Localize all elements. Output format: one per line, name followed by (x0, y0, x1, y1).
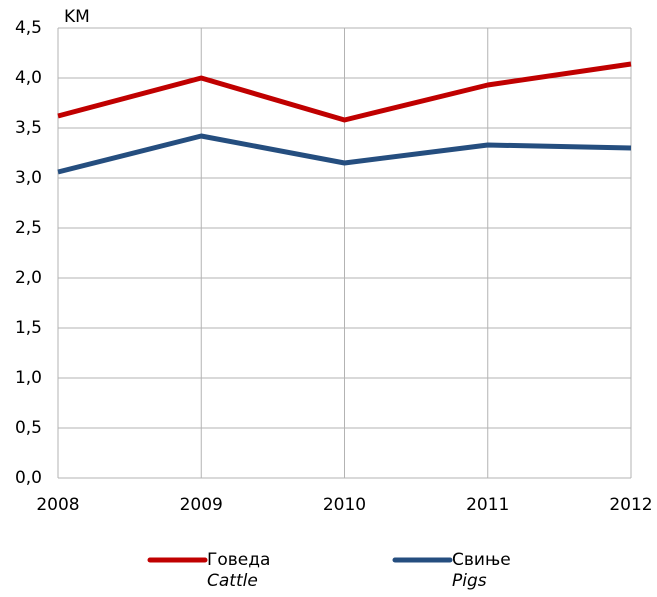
series-line (57, 61, 632, 123)
y-tick-label: 2,5 (15, 218, 42, 238)
y-tick-label: 0,0 (15, 468, 42, 488)
y-unit: KM (64, 7, 90, 27)
x-tick-label: 2012 (609, 495, 652, 515)
legend-label: Говеда (207, 550, 270, 570)
x-tick-label: 2009 (180, 495, 223, 515)
y-tick-label: 4,5 (15, 18, 42, 38)
y-tick-label: 3,5 (15, 118, 42, 138)
y-tick-label: 2,0 (15, 268, 42, 288)
legend-label-en: Cattle (207, 571, 258, 591)
legend-label: Свиње (452, 550, 511, 570)
y-tick-label: 1,0 (15, 368, 42, 388)
x-tick-label: 2011 (466, 495, 509, 515)
y-tick-label: 3,0 (15, 168, 42, 188)
x-tick-label: 2010 (323, 495, 366, 515)
y-tick-label: 0,5 (15, 418, 42, 438)
x-tick-label: 2008 (36, 495, 79, 515)
series-line (57, 133, 632, 175)
y-tick-label: 4,0 (15, 68, 42, 88)
legend-label-en: Pigs (452, 571, 487, 591)
y-tick-label: 1,5 (15, 318, 42, 338)
